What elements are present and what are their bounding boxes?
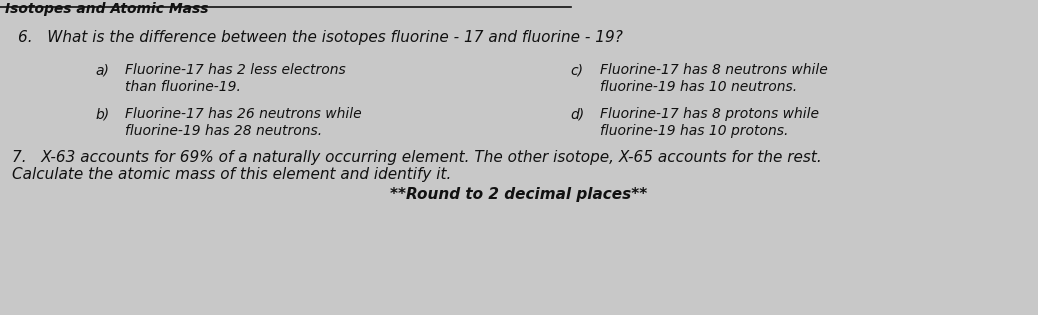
Text: Fluorine-17 has 8 neutrons while: Fluorine-17 has 8 neutrons while [600, 63, 827, 77]
Text: Isotopes and Atomic Mass: Isotopes and Atomic Mass [5, 2, 209, 16]
Text: fluorine-19 has 10 protons.: fluorine-19 has 10 protons. [600, 124, 789, 138]
Text: fluorine-19 has 28 neutrons.: fluorine-19 has 28 neutrons. [125, 124, 322, 138]
Text: Fluorine-17 has 26 neutrons while: Fluorine-17 has 26 neutrons while [125, 107, 361, 121]
Text: d): d) [570, 107, 584, 121]
Text: Fluorine-17 has 8 protons while: Fluorine-17 has 8 protons while [600, 107, 819, 121]
Text: than fluorine-19.: than fluorine-19. [125, 80, 241, 94]
Text: b): b) [95, 107, 109, 121]
Text: 6.   What is the difference between the isotopes fluorine - 17 and fluorine - 19: 6. What is the difference between the is… [18, 30, 623, 45]
Text: fluorine-19 has 10 neutrons.: fluorine-19 has 10 neutrons. [600, 80, 797, 94]
Text: Fluorine-17 has 2 less electrons: Fluorine-17 has 2 less electrons [125, 63, 346, 77]
Text: 7.   X-63 accounts for 69% of a naturally occurring element. The other isotope, : 7. X-63 accounts for 69% of a naturally … [12, 150, 822, 165]
Text: **Round to 2 decimal places**: **Round to 2 decimal places** [390, 187, 648, 202]
Text: c): c) [570, 63, 583, 77]
Text: a): a) [95, 63, 109, 77]
Text: Calculate the atomic mass of this element and identify it.: Calculate the atomic mass of this elemen… [12, 167, 452, 182]
